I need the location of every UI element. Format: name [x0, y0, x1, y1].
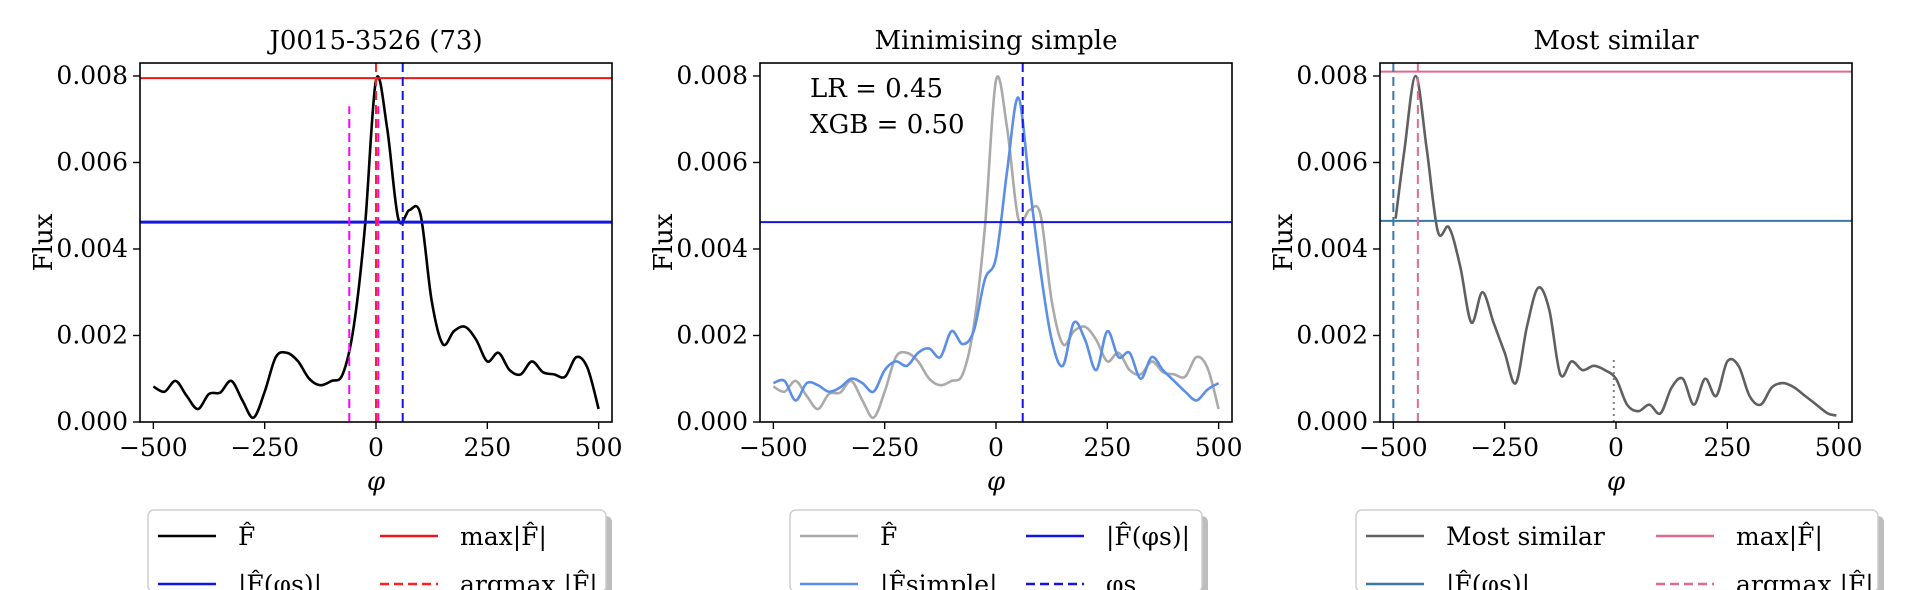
x-tick-label: 250 [463, 433, 511, 462]
x-axis-label: φ [367, 467, 386, 497]
legend-box [1355, 509, 1879, 590]
chart-panel-3: −500 −250 0 250 500 0.000 0.002 0.004 0.006 0.008… [1269, 26, 1884, 590]
x-tick-label: −250 [850, 433, 919, 462]
x-tick-label: 250 [1083, 433, 1131, 462]
y-tick-label: 0.002 [676, 320, 748, 349]
legend-label: |F̂(φs)| [1106, 522, 1190, 552]
axes-frame [1379, 62, 1853, 423]
legend: F̂ |F̂(φs)| |F̂simple| φs [789, 509, 1208, 590]
y-tick-label: 0.000 [1296, 407, 1368, 436]
y-tick-label: 0.006 [676, 147, 748, 176]
legend-label: F̂ [880, 522, 897, 551]
y-axis-label: Flux [649, 213, 679, 271]
legend: F̂ max|F̂| |F̂(φs)| argmax |F̂| [147, 509, 612, 590]
series-line-2 [772, 96, 1220, 402]
x-tick-label: 500 [575, 433, 623, 462]
panel-title: Minimising simple [875, 26, 1118, 56]
x-tick-label: −500 [1359, 433, 1428, 462]
x-tick-label: −250 [230, 433, 299, 462]
y-tick-label: 0.008 [56, 61, 128, 90]
x-axis-label: φ [1607, 467, 1626, 497]
legend-label: φs [1106, 570, 1136, 590]
panel-title: J0015-3526 (73) [266, 26, 482, 56]
panel-title: Most similar [1533, 26, 1699, 56]
plot-area [760, 63, 1232, 422]
x-tick-label: −250 [1470, 433, 1539, 462]
series-line-1 [1394, 74, 1837, 417]
legend-label: argmax |F̂| [1736, 570, 1874, 590]
y-axis-label: Flux [1269, 213, 1299, 271]
legend-label: F̂ [238, 522, 255, 551]
x-tick-label: 0 [368, 433, 384, 462]
x-tick-label: 0 [1608, 433, 1624, 462]
legend-label: |F̂(φs)| [238, 570, 322, 590]
y-tick-label: 0.006 [1296, 147, 1368, 176]
x-tick-label: 0 [988, 433, 1004, 462]
legend-label: Most similar [1446, 522, 1605, 551]
y-tick-label: 0.006 [56, 147, 128, 176]
legend-box [147, 509, 607, 590]
annotation-text: LR = 0.45 [810, 74, 943, 104]
y-tick-label: 0.004 [676, 234, 748, 263]
legend-label: max|F̂| [460, 522, 547, 552]
y-tick-label: 0.002 [1296, 320, 1368, 349]
legend-label: max|F̂| [1736, 522, 1823, 552]
x-tick-label: −500 [119, 433, 188, 462]
legend: Most similar max|F̂| |F̂(φs)| argmax |F̂| [1355, 509, 1884, 590]
legend-label: |F̂simple| [880, 570, 998, 590]
legend-label: argmax |F̂| [460, 570, 598, 590]
y-tick-label: 0.000 [56, 407, 128, 436]
y-tick-label: 0.000 [676, 407, 748, 436]
x-tick-label: −500 [739, 433, 808, 462]
x-tick-label: 250 [1703, 433, 1751, 462]
y-tick-label: 0.008 [1296, 61, 1368, 90]
series-line-1 [772, 75, 1220, 420]
x-tick-label: 500 [1195, 433, 1243, 462]
axes-frame [139, 62, 613, 423]
y-tick-label: 0.004 [1296, 234, 1368, 263]
legend-box [789, 509, 1203, 590]
x-tick-label: 500 [1815, 433, 1863, 462]
y-axis-label: Flux [29, 213, 59, 271]
y-tick-label: 0.008 [676, 61, 748, 90]
chart-panel-1: −500 −250 0 250 500 0.000 0.002 0.004 0.006 0.008… [29, 26, 623, 590]
plot-area [1380, 63, 1852, 422]
plot-area [140, 63, 612, 422]
annotation-text: XGB = 0.50 [810, 110, 965, 140]
x-axis-label: φ [987, 467, 1006, 497]
y-tick-label: 0.002 [56, 320, 128, 349]
y-tick-label: 0.004 [56, 234, 128, 263]
chart-panel-2: −500 −250 0 250 500 0.000 0.002 0.004 0.006 0.008… [649, 26, 1243, 590]
legend-label: |F̂(φs)| [1446, 570, 1530, 590]
